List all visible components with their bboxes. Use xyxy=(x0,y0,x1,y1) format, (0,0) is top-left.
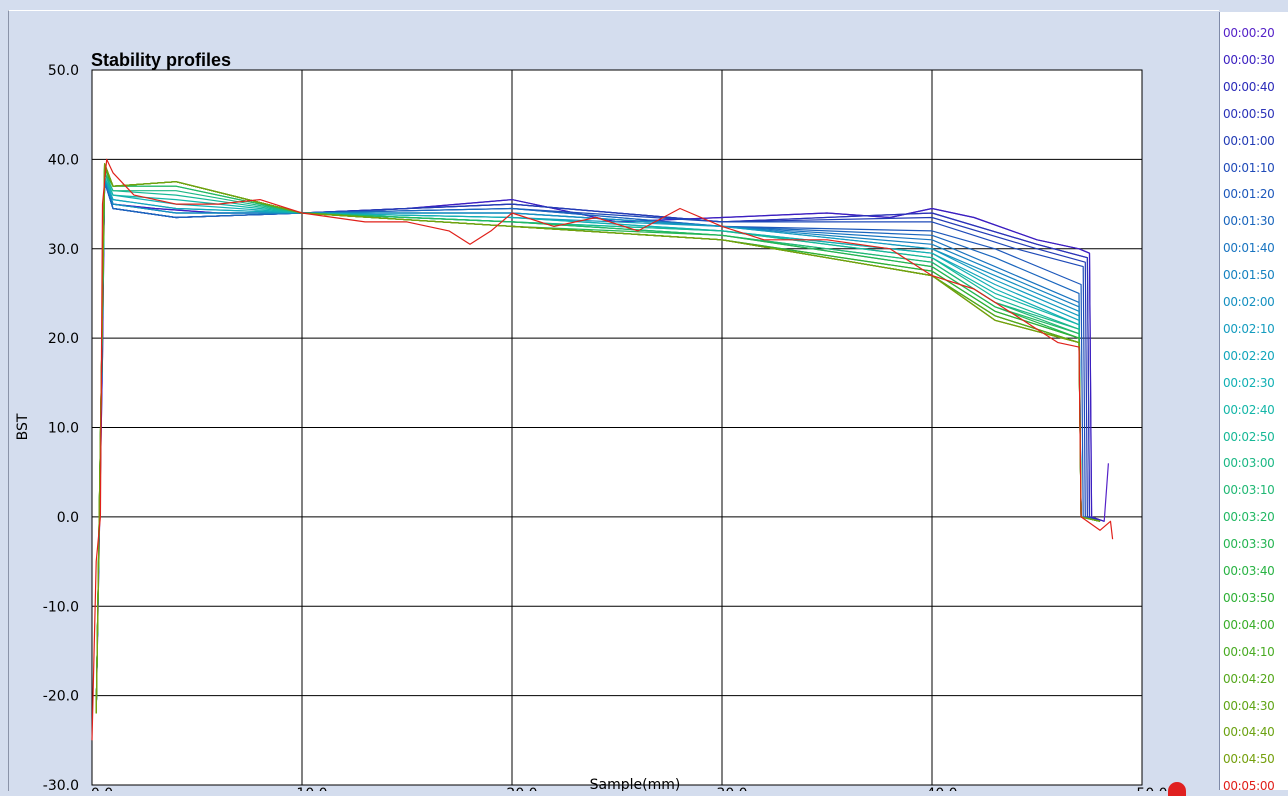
y-axis-label: BST xyxy=(15,413,31,440)
legend-item[interactable]: 00:04:40 xyxy=(1223,725,1275,740)
chart-title: Stability profiles xyxy=(91,50,231,70)
y-tick-label: -10.0 xyxy=(43,599,79,615)
legend-item[interactable]: 00:01:50 xyxy=(1223,268,1275,283)
legend-item[interactable]: 00:02:30 xyxy=(1223,375,1275,390)
x-tick-label: 20.0 xyxy=(506,786,537,791)
series-line xyxy=(91,158,1114,741)
legend-item[interactable]: 00:03:00 xyxy=(1223,456,1275,471)
y-tick-label: 50.0 xyxy=(48,63,79,79)
legend-item[interactable]: 00:03:40 xyxy=(1223,564,1275,578)
legend-item[interactable]: 00:01:30 xyxy=(1223,214,1275,229)
legend-item[interactable]: 00:04:20 xyxy=(1223,671,1275,686)
legend-item[interactable]: 00:02:00 xyxy=(1223,295,1275,309)
y-tick-label: -20.0 xyxy=(43,689,79,705)
x-tick-label: 10.0 xyxy=(296,786,327,791)
legend-item[interactable]: 00:01:40 xyxy=(1223,241,1275,256)
y-tick-label: 10.0 xyxy=(48,421,79,437)
legend-item[interactable]: 00:02:10 xyxy=(1223,321,1275,336)
legend-item[interactable]: 00:01:20 xyxy=(1223,187,1275,202)
y-tick-label: -30.0 xyxy=(43,778,79,791)
legend-item[interactable]: 00:00:40 xyxy=(1223,79,1275,94)
legend-item[interactable]: 00:03:30 xyxy=(1223,537,1275,552)
y-tick-label: 0.0 xyxy=(57,510,79,526)
legend-item[interactable]: 00:04:30 xyxy=(1223,698,1275,713)
legend-panel: 00:00:20 00:00:30 00:00:40 00:00:50 00:01:00… xyxy=(1219,12,1288,794)
legend-item[interactable]: 00:02:50 xyxy=(1223,429,1275,444)
y-tick-label: 40.0 xyxy=(48,152,79,168)
stability-chart: 0.0 10.0 20.0 30.0 40.0 50.0 50.0 40.0 30.0 20.0 1… xyxy=(15,50,1168,791)
series-lines xyxy=(91,158,1114,741)
legend-item[interactable]: 00:00:20 xyxy=(1223,26,1275,40)
legend-item[interactable]: 00:01:10 xyxy=(1223,160,1275,175)
x-tick-label: 30.0 xyxy=(716,786,747,791)
grid-lines xyxy=(92,70,1142,785)
x-tick-label: 0.0 xyxy=(91,786,113,791)
legend-item[interactable]: 00:03:10 xyxy=(1223,483,1275,498)
legend-item[interactable]: 00:03:50 xyxy=(1223,590,1275,605)
legend-item[interactable]: 00:02:20 xyxy=(1223,348,1275,363)
y-tick-label: 20.0 xyxy=(48,331,79,347)
tick-labels: 0.0 10.0 20.0 30.0 40.0 50.0 50.0 40.0 30.0 20.0 1… xyxy=(43,63,1168,791)
legend-item[interactable]: 00:00:30 xyxy=(1223,52,1275,67)
legend-item[interactable]: 00:01:00 xyxy=(1223,133,1275,148)
legend-item[interactable]: 00:04:00 xyxy=(1223,617,1275,632)
legend-item[interactable]: 00:00:50 xyxy=(1223,106,1275,121)
legend-item[interactable]: 00:03:20 xyxy=(1223,510,1275,525)
x-tick-label: 50.0 xyxy=(1136,786,1167,791)
x-axis-label: Sample(mm) xyxy=(590,777,681,791)
x-tick-label: 40.0 xyxy=(926,786,957,791)
plot-panel: 0.0 10.0 20.0 30.0 40.0 50.0 50.0 40.0 30.0 20.0 1… xyxy=(8,10,1219,791)
legend-item[interactable]: 00:02:40 xyxy=(1223,402,1275,417)
legend-item[interactable]: 00:04:10 xyxy=(1223,644,1275,659)
alert-icon xyxy=(1168,782,1186,796)
legend-item[interactable]: 00:04:50 xyxy=(1223,752,1275,767)
y-tick-label: 30.0 xyxy=(48,242,79,258)
legend-item[interactable]: 00:05:00 xyxy=(1223,779,1275,794)
